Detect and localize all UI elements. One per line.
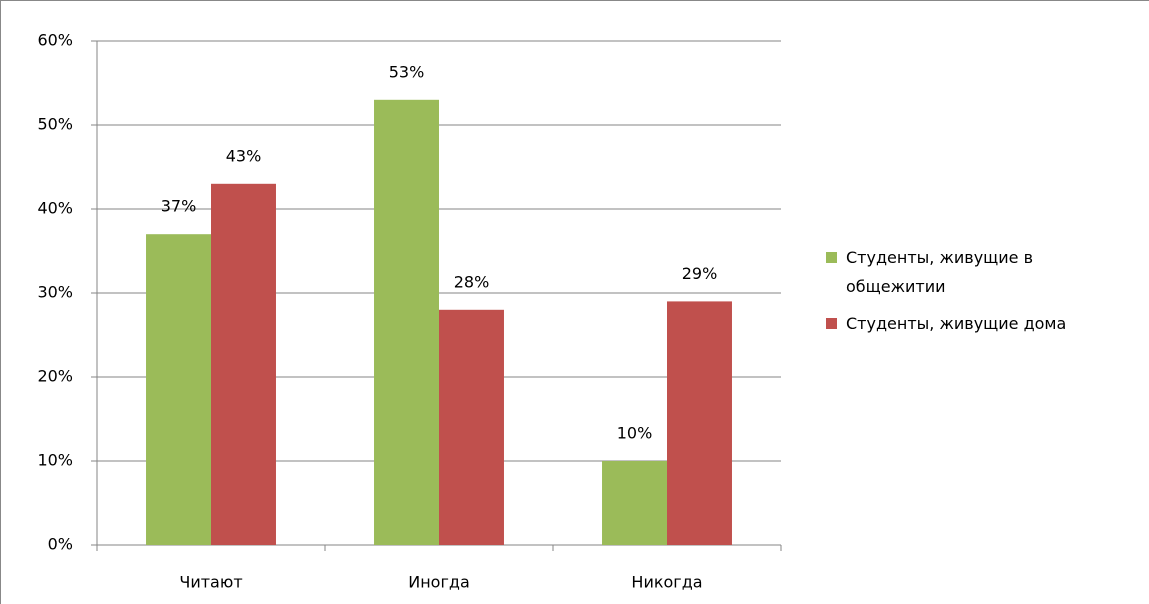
legend-item: Студенты, живущие дома bbox=[826, 309, 1086, 338]
bar bbox=[374, 99, 439, 546]
bar bbox=[439, 309, 504, 545]
y-tick-label: 40% bbox=[37, 199, 73, 218]
y-tick-label: 30% bbox=[37, 283, 73, 302]
y-tick-label: 20% bbox=[37, 367, 73, 386]
legend-swatch bbox=[826, 252, 837, 263]
legend: Студенты, живущие в общежитии Студенты, ж… bbox=[826, 243, 1086, 346]
y-tick-label: 60% bbox=[37, 31, 73, 50]
legend-item: Студенты, живущие в общежитии bbox=[826, 243, 1086, 301]
bar bbox=[146, 234, 211, 545]
data-label: 43% bbox=[226, 146, 262, 165]
legend-label: Студенты, живущие в общежитии bbox=[846, 248, 1033, 296]
legend-swatch bbox=[826, 318, 837, 329]
bar bbox=[211, 183, 276, 546]
x-tick-label: Иногда bbox=[408, 573, 470, 592]
data-label: 10% bbox=[617, 424, 653, 443]
bar bbox=[602, 461, 667, 545]
data-label: 37% bbox=[161, 197, 197, 216]
x-tick-label: Никогда bbox=[631, 573, 702, 592]
y-tick-label: 50% bbox=[37, 115, 73, 134]
data-label: 53% bbox=[389, 62, 425, 81]
data-label: 29% bbox=[682, 264, 718, 283]
data-label: 28% bbox=[454, 272, 490, 291]
legend-label: Студенты, живущие дома bbox=[846, 314, 1067, 333]
bar bbox=[667, 301, 732, 545]
x-tick-label: Читают bbox=[179, 573, 242, 592]
y-tick-label: 0% bbox=[48, 535, 73, 554]
y-tick-label: 10% bbox=[37, 451, 73, 470]
